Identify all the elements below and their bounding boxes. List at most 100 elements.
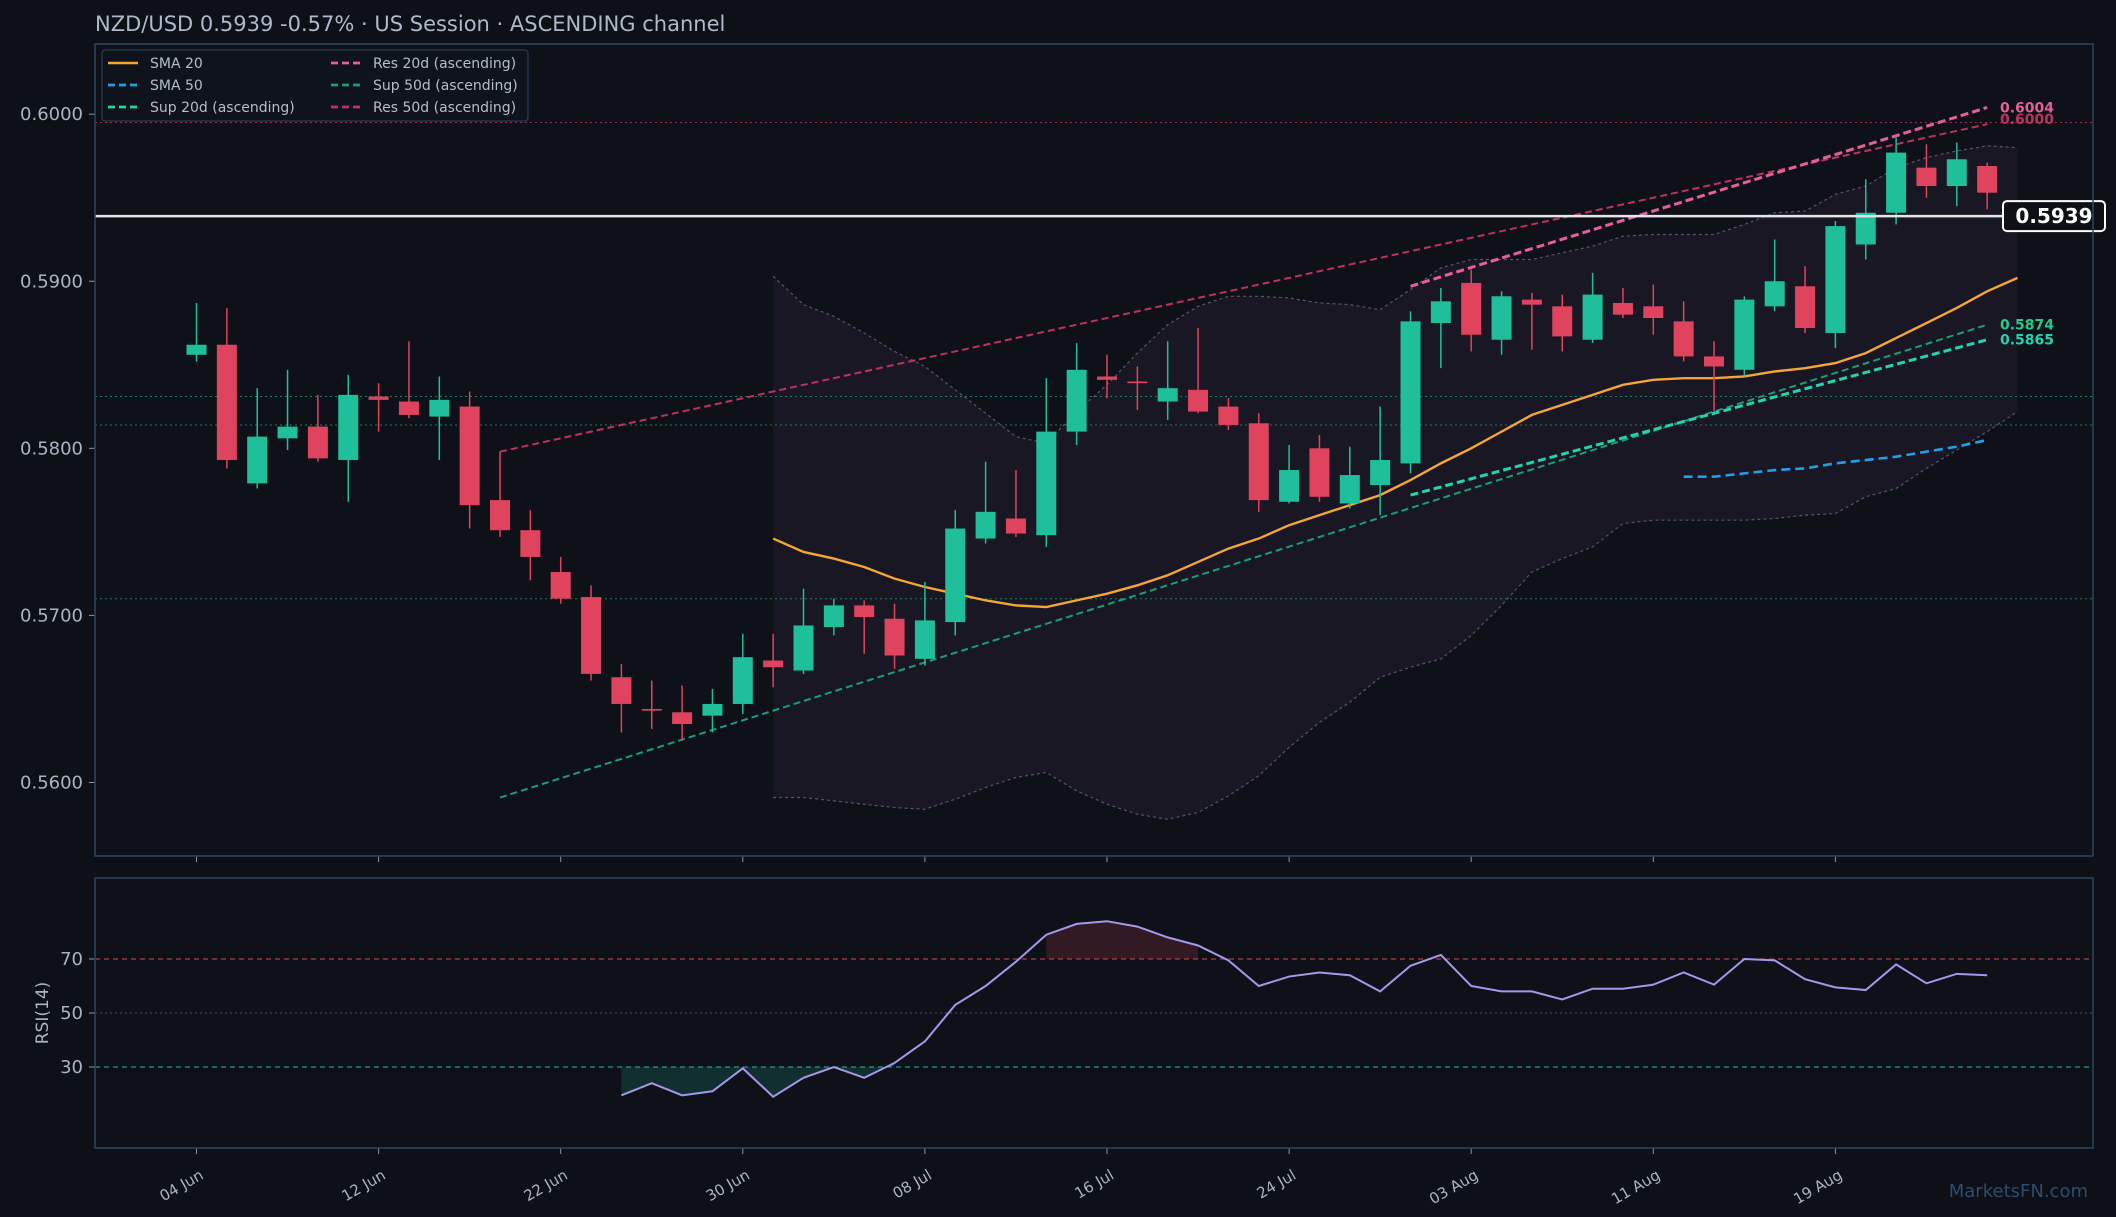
candle [1673, 301, 1694, 362]
candle [611, 663, 632, 733]
candle [520, 510, 541, 581]
price-panel: 0.5600 0.5700 0.5800 0.5900 0.6000 0.5939 0.60… [20, 100, 2106, 862]
candle [1248, 413, 1269, 512]
candle-body [368, 396, 389, 400]
candle-body [1279, 470, 1300, 502]
candle [1855, 179, 1876, 260]
candle [1521, 292, 1542, 350]
candle [429, 376, 450, 461]
candle-body [641, 708, 662, 711]
y-tick-label: 0.6000 [20, 104, 83, 125]
candle [1552, 294, 1573, 352]
candle-body [216, 344, 237, 461]
candle-body [1643, 306, 1664, 319]
candle [459, 391, 480, 529]
candle [247, 388, 268, 489]
candle [490, 451, 510, 537]
candle-body [672, 712, 693, 725]
candle-body [1795, 286, 1816, 329]
candle [945, 510, 966, 636]
candle-body [338, 394, 359, 461]
candle [914, 581, 935, 666]
candle-body [1855, 212, 1876, 245]
candle-body [732, 657, 753, 704]
candle [1005, 470, 1026, 537]
candle-body [1370, 460, 1391, 486]
candle-body [1218, 406, 1239, 425]
level-label: 0.6004 [2000, 100, 2054, 116]
bollinger-upper-line [772, 145, 2018, 444]
legend-box [101, 49, 529, 122]
candle-body [1157, 388, 1178, 402]
candle-body [763, 660, 784, 668]
candle-body [1248, 423, 1269, 501]
candle-body [429, 399, 450, 417]
candle-body [1521, 299, 1542, 305]
candle-body [1400, 321, 1421, 464]
candle [1946, 142, 1967, 207]
legend-label: SMA 20 [150, 56, 203, 72]
rsi-y-tick-label: 50 [60, 1003, 83, 1024]
price-panel-frame [94, 43, 2094, 857]
channel-line-res-20d-ascending [1410, 106, 1988, 288]
candle-body [1188, 389, 1209, 412]
candle [1704, 341, 1724, 412]
candle-body [611, 677, 632, 704]
rsi-y-tick-label: 30 [60, 1057, 83, 1078]
candle-body [307, 426, 328, 459]
candle-body [1612, 302, 1633, 315]
candle-body [1916, 167, 1937, 187]
legend: SMA 20 SMA 50 Sup 20d (ascending) Res 20d (… [101, 49, 529, 122]
legend-label: Res 20d (ascending) [373, 56, 516, 72]
candle [1491, 291, 1512, 355]
channel-line-sup-20d-ascending [1410, 338, 1988, 497]
candle [277, 369, 298, 450]
candle [1916, 144, 1937, 198]
candle-body [459, 406, 480, 506]
candle [641, 680, 662, 730]
candle-body [1430, 301, 1451, 324]
candle-body [1339, 475, 1360, 504]
candle [1612, 287, 1633, 319]
candle-body [854, 605, 875, 618]
candle-body [520, 530, 541, 557]
candle [823, 598, 844, 636]
candle [1127, 366, 1148, 410]
bollinger-lower-line [773, 411, 2018, 820]
bollinger-band-fill [773, 145, 2018, 820]
candle-body [975, 511, 996, 539]
candle [1339, 446, 1360, 509]
candle [1461, 269, 1482, 352]
candle-body [277, 426, 298, 439]
candle-body [398, 401, 419, 415]
candle-body [550, 571, 571, 599]
candle [975, 461, 996, 544]
y-tick-label: 0.5900 [20, 271, 83, 292]
candle [702, 688, 723, 733]
candle [1400, 311, 1421, 474]
candle [1157, 341, 1178, 420]
channel-line-sup-50d-ascending [499, 323, 1988, 799]
candle [1764, 239, 1785, 312]
candle [1643, 284, 1664, 335]
y-tick-label: 0.5800 [20, 438, 83, 459]
chart-title: NZD/USD 0.5939 -0.57% · US Session · ASC… [95, 12, 725, 36]
candle-body [1886, 152, 1907, 213]
rsi-line [621, 920, 1988, 1098]
candle [1430, 287, 1451, 369]
candle [216, 307, 237, 469]
candle-body [1734, 299, 1755, 370]
candle [1825, 221, 1846, 349]
candle-body [1097, 376, 1117, 380]
y-tick-label: 0.5600 [20, 772, 83, 793]
y-tick-label: 0.5700 [20, 605, 83, 626]
candle [1188, 328, 1209, 414]
candle [1886, 137, 1907, 225]
rsi-oversold-fill [621, 1062, 895, 1097]
candle [884, 603, 905, 669]
candle [1370, 406, 1391, 516]
current-price-box [2002, 200, 2106, 233]
candle [1734, 296, 1755, 377]
rsi-y-tick-label: 70 [60, 949, 83, 970]
